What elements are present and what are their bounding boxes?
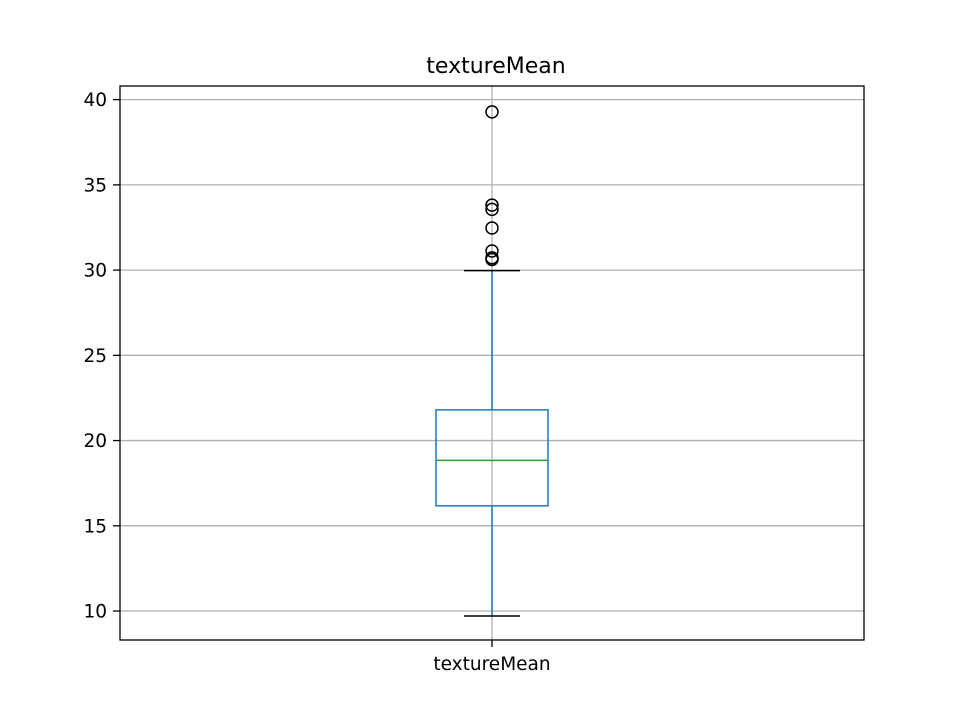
ytick-label-40: 40	[83, 90, 107, 111]
box-layer	[435, 105, 549, 617]
ytick-label-30: 30	[83, 261, 107, 282]
outlier-point-4	[485, 202, 499, 217]
outlier-point-1	[485, 251, 499, 265]
ytick-label-35: 35	[83, 175, 107, 196]
ytick-label-25: 25	[83, 346, 107, 367]
ytick-label-15: 15	[83, 516, 107, 537]
ytick-label-10: 10	[83, 602, 107, 623]
iqr-box	[435, 409, 549, 507]
xtick-label: textureMean	[433, 654, 550, 675]
outlier-point-6	[485, 105, 499, 119]
outlier-point-3	[485, 221, 499, 235]
outlier-point-2	[485, 244, 499, 258]
outlier-point-5	[485, 198, 499, 212]
plot-frame	[119, 85, 865, 641]
chart-title: textureMean	[426, 54, 565, 79]
ytick-label-20: 20	[83, 431, 107, 452]
axis-layer: 10 15 20 25 30 35 40 textureMean	[83, 90, 550, 675]
